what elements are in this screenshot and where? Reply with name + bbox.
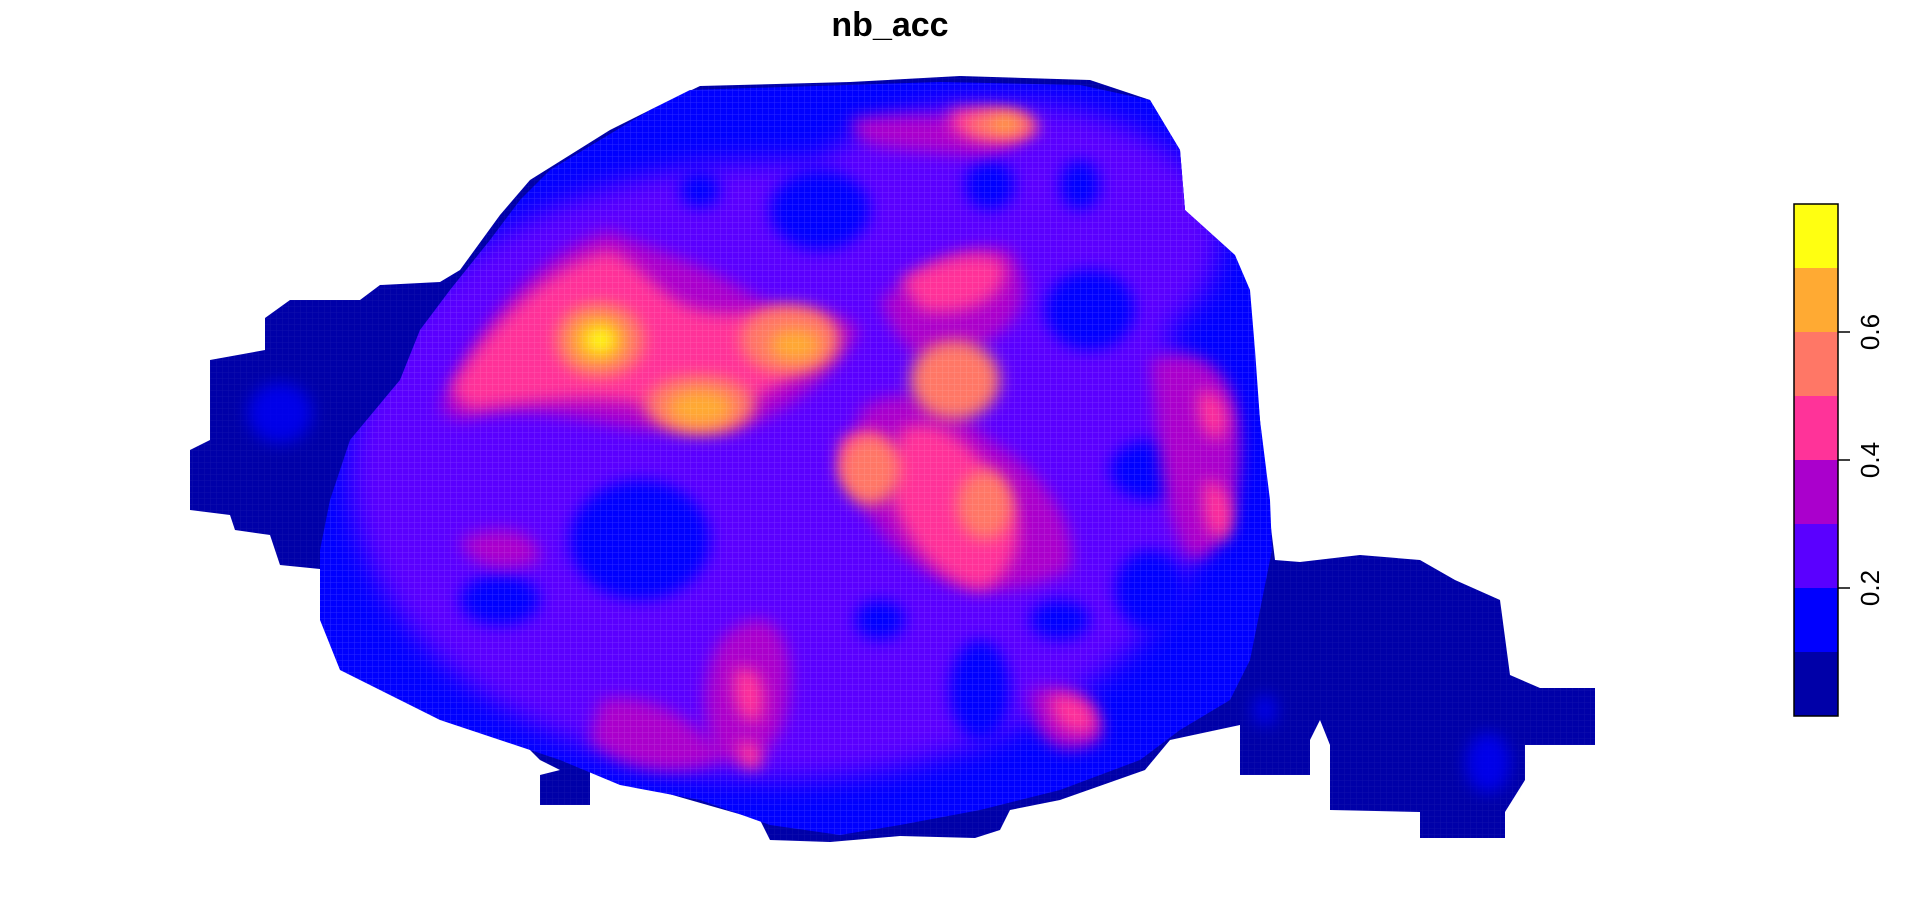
legend-swatch [1794, 204, 1838, 268]
legend-swatch [1794, 588, 1838, 652]
legend-swatch [1794, 524, 1838, 588]
legend-swatch [1794, 332, 1838, 396]
plot-title: nb_acc [831, 6, 948, 44]
outer-blob-southeast [1466, 733, 1510, 793]
outer-blob-west [248, 383, 312, 443]
legend-swatch [1794, 460, 1838, 524]
legend-tick-label: 0.2 [1855, 570, 1885, 606]
outer-blob-east [1253, 694, 1277, 726]
legend-swatch [1794, 396, 1838, 460]
legend-tick-label: 0.6 [1855, 314, 1885, 350]
legend-swatch [1794, 268, 1838, 332]
legend-tick-label: 0.4 [1855, 442, 1885, 478]
outer-blue-blobs [248, 383, 1510, 793]
legend-swatch [1794, 652, 1838, 716]
legend-colorbar: 0.2 0.4 0.6 [1793, 203, 1885, 717]
raster-grid-overlay-outer [180, 70, 1600, 850]
